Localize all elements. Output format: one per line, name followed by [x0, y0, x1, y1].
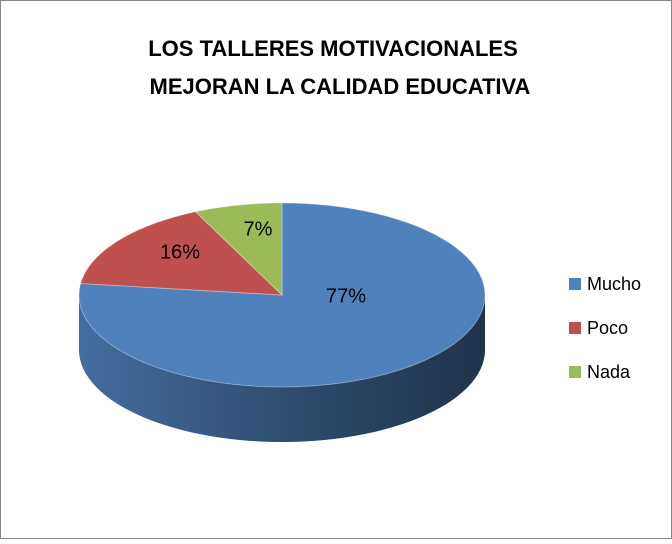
chart-title: LOS TALLERES MOTIVACIONALES	[148, 36, 518, 61]
data-label: 16%	[160, 241, 200, 263]
pie-side-shade	[79, 295, 485, 442]
pie-slice	[194, 202, 283, 297]
data-label: 7%	[244, 218, 273, 240]
legend-swatch	[569, 322, 581, 334]
pie-slice	[78, 202, 486, 388]
pie-slice	[79, 211, 284, 296]
legend-label: Nada	[587, 362, 631, 382]
chart-title: MEJORAN LA CALIDAD EDUCATIVA	[150, 74, 531, 99]
legend-swatch	[569, 366, 581, 378]
legend-label: Poco	[587, 318, 628, 338]
data-label: 77%	[326, 285, 366, 307]
legend-swatch	[569, 278, 581, 290]
legend-label: Mucho	[587, 274, 641, 294]
